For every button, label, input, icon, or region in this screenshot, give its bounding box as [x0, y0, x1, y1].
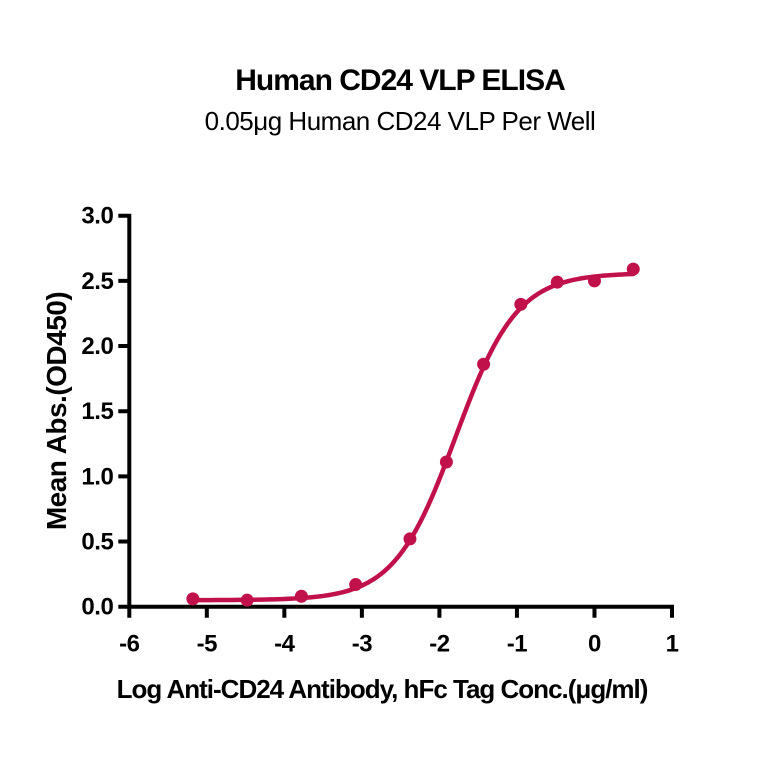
x-tick-label: -4 — [274, 631, 295, 658]
y-tick-label: 1.0 — [81, 463, 113, 490]
x-tick-label: 0 — [588, 631, 601, 658]
data-point — [186, 592, 200, 606]
axes — [118, 213, 674, 618]
y-tick-label: 3.0 — [81, 203, 113, 230]
y-tick-label: 2.5 — [81, 268, 113, 295]
y-tick-label: 0.0 — [81, 594, 113, 621]
data-point — [587, 274, 601, 288]
x-tick-labels: -6 -5 -4 -3 -2 -1 0 1 — [119, 631, 679, 658]
y-tick-label: 1.5 — [81, 398, 113, 425]
data-point — [477, 357, 491, 371]
data-point — [550, 275, 564, 289]
x-tick-label: -5 — [197, 631, 217, 658]
x-tick-label: -2 — [429, 631, 449, 658]
data-point — [439, 455, 453, 469]
x-tick-label: -1 — [507, 631, 527, 658]
x-axis-label: Log Anti-CD24 Antibody, hFc Tag Conc.(μg… — [117, 674, 648, 704]
x-tick-label: 1 — [666, 631, 679, 658]
data-point — [240, 593, 254, 607]
y-tick-labels: 0.0 0.5 1.0 1.5 2.0 2.5 3.0 — [81, 203, 114, 621]
y-tick-label: 2.0 — [81, 333, 113, 360]
fit-curve-line — [190, 271, 636, 603]
data-point — [294, 589, 308, 603]
data-point — [349, 578, 363, 592]
data-point — [403, 532, 417, 546]
axis-lines — [118, 213, 674, 618]
y-axis-label: Mean Abs.(OD450) — [41, 292, 72, 530]
x-tick-label: -3 — [352, 631, 372, 658]
data-point — [514, 297, 528, 311]
x-tick-label: -6 — [119, 631, 139, 658]
y-tick-label: 0.5 — [81, 529, 113, 556]
chart-subtitle: 0.05μg Human CD24 VLP Per Well — [205, 106, 596, 136]
data-points — [186, 262, 640, 607]
data-point — [626, 262, 640, 276]
chart-title: Human CD24 VLP ELISA — [235, 64, 565, 97]
fit-curve — [190, 271, 636, 603]
